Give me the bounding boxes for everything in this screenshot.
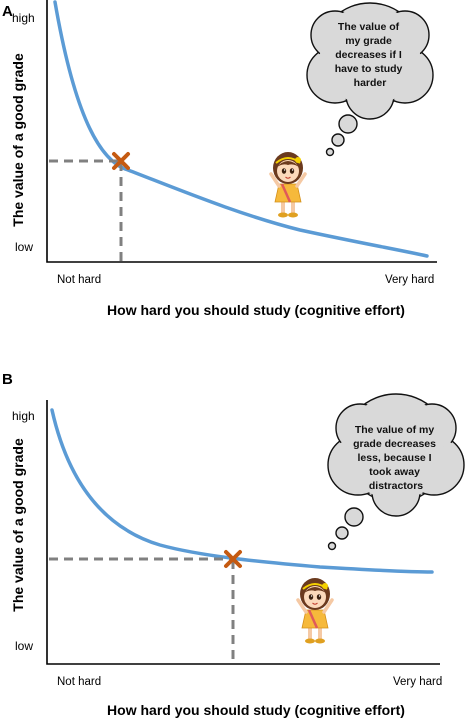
x-axis-title: How hard you should study (cognitive eff… — [107, 302, 405, 318]
svg-text:The value of my grade: The value of my grade decreases if I hav… — [335, 21, 406, 89]
y-high-label: high — [12, 11, 35, 25]
bubble-line: have to study — [335, 63, 403, 75]
bubble-line: The value of — [338, 21, 400, 33]
thought-bubble: The value of my grade decreases if I hav… — [306, 2, 434, 157]
panel-a: A The value of a good grade high low Not… — [2, 0, 437, 318]
x-axis-title: How hard you should study (cognitive eff… — [107, 702, 405, 718]
axes — [46, 0, 437, 263]
y-axis-title: The value of a good grade — [10, 53, 26, 227]
y-high-label: high — [12, 409, 35, 423]
bubble-line: The value of my — [355, 424, 435, 436]
value-curve — [53, 0, 429, 258]
value-curve — [50, 408, 434, 574]
x-end-label: Very hard — [385, 274, 434, 286]
y-low-label: low — [15, 639, 33, 653]
thought-bubble: The value of my grade decreases less, be… — [327, 393, 465, 551]
panel-letter: B — [2, 371, 13, 388]
x-start-label: Not hard — [57, 274, 101, 286]
y-low-label: low — [15, 240, 33, 254]
x-end-label: Very hard — [393, 676, 442, 688]
axes — [46, 400, 440, 665]
chosen-effort-marker — [224, 550, 242, 568]
panel-b: B The value of a good grade high low Not… — [2, 371, 465, 718]
bubble-line: less, because I — [357, 452, 431, 464]
bubble-line: decreases if I — [335, 49, 402, 61]
bubble-line: distractors — [369, 480, 423, 492]
bubble-line: grade decreases — [353, 438, 436, 450]
girl-icon — [269, 150, 307, 220]
svg-text:The value of my grade: The value of my grade decreases less, be… — [353, 424, 439, 492]
chosen-effort-marker — [112, 152, 130, 170]
x-start-label: Not hard — [57, 676, 101, 688]
bubble-line: my grade — [345, 35, 392, 47]
girl-icon — [296, 576, 334, 646]
y-axis-title: The value of a good grade — [10, 438, 26, 612]
panel-letter: A — [2, 3, 13, 20]
bubble-line: took away — [369, 466, 420, 478]
bubble-line: harder — [354, 77, 387, 89]
